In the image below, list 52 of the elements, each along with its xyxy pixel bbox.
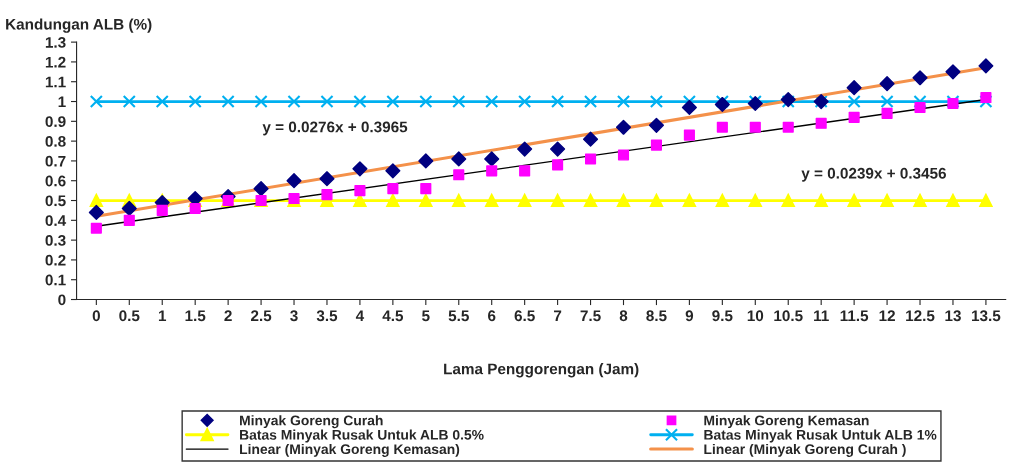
- x-tick-label: 1.5: [185, 310, 206, 322]
- x-tick-label: 13.5: [972, 310, 1001, 322]
- x-tick-label: 5: [422, 310, 430, 322]
- x-tick-label: 2: [224, 310, 232, 322]
- x-tick-label: 6.5: [514, 310, 535, 322]
- x-tick-label: 1: [158, 310, 167, 322]
- x-tick-label: 10.5: [774, 310, 803, 322]
- x-tick-label: 12: [879, 310, 895, 322]
- legend-label: Batas Minyak Rusak Untuk ALB 1%: [704, 429, 937, 443]
- y-tick-label: 0.5: [45, 195, 66, 207]
- y-tick-label: 1.1: [45, 76, 66, 88]
- y-tick-label: 1.3: [45, 36, 66, 48]
- x-tick-label: 13: [945, 310, 961, 322]
- y-tick-label: 0.8: [45, 135, 66, 147]
- x-tick-label: 12.5: [906, 310, 935, 322]
- y-tick-label: 0.6: [45, 175, 66, 187]
- x-tick-label: 5.5: [448, 310, 469, 322]
- y-tick-label: 0.7: [45, 155, 66, 167]
- x-tick-label: 10: [747, 310, 764, 322]
- x-tick-label: 8.5: [646, 310, 667, 322]
- annotation: y = 0.0276x + 0.3965: [262, 121, 408, 136]
- x-tick-label: 11: [814, 310, 829, 322]
- x-tick-label: 4: [355, 310, 365, 322]
- legend-label: Batas Minyak Rusak Untuk ALB 0.5%: [240, 429, 484, 443]
- x-tick-label: 3: [290, 310, 298, 322]
- x-tick-label: 11.5: [840, 310, 869, 322]
- x-tick-label: 2.5: [250, 310, 272, 322]
- y-tick-label: 1: [58, 96, 66, 108]
- y-tick-label: 0.1: [45, 274, 66, 286]
- y-axis-title: Kandungan ALB (%): [6, 18, 152, 33]
- x-tick-label: 6: [488, 310, 496, 322]
- y-tick-label: 0.9: [45, 116, 66, 128]
- legend-label: Linear (Minyak Goreng Kemasan): [240, 443, 460, 457]
- y-tick-label: 0.2: [45, 254, 66, 266]
- x-tick-label: 4.5: [382, 310, 404, 322]
- legend-label: Minyak Goreng Curah: [240, 415, 383, 429]
- legend-label: Minyak Goreng Kemasan: [704, 415, 869, 429]
- x-tick-label: 0: [92, 310, 100, 322]
- legend-label: Linear (Minyak Goreng Curah ): [704, 443, 906, 457]
- x-axis-title: Lama Penggorengan (Jam): [444, 363, 639, 378]
- y-tick-label: 0.4: [45, 215, 67, 227]
- y-tick-label: 0: [58, 294, 66, 306]
- annotation: y = 0.0239x + 0.3456: [801, 167, 946, 182]
- x-tick-label: 9.5: [712, 310, 733, 322]
- x-tick-label: 7.5: [580, 310, 601, 322]
- y-tick-label: 1.2: [45, 56, 66, 68]
- x-tick-label: 3.5: [316, 310, 338, 322]
- y-tick-label: 0.3: [45, 234, 66, 246]
- x-tick-label: 0.5: [119, 310, 140, 322]
- x-tick-label: 8: [619, 310, 628, 322]
- x-tick-label: 9: [685, 310, 694, 322]
- x-tick-label: 7: [554, 310, 562, 322]
